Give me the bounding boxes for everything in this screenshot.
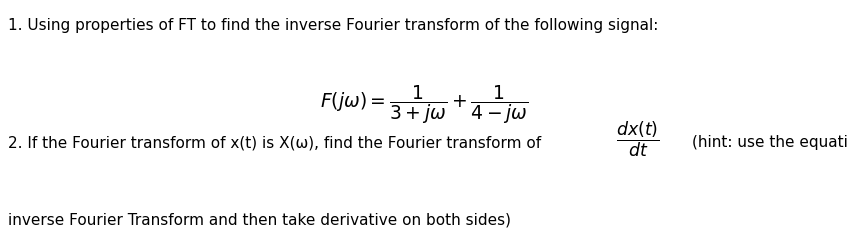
Text: $F(j\omega) = \dfrac{1}{3+j\omega} + \dfrac{1}{4-j\omega}$: $F(j\omega) = \dfrac{1}{3+j\omega} + \df… bbox=[320, 83, 528, 125]
Text: 1. Using properties of FT to find the inverse Fourier transform of the following: 1. Using properties of FT to find the in… bbox=[8, 18, 658, 33]
Text: 2. If the Fourier transform of x(t) is X(ω), find the Fourier transform of: 2. If the Fourier transform of x(t) is X… bbox=[8, 135, 541, 150]
Text: inverse Fourier Transform and then take derivative on both sides): inverse Fourier Transform and then take … bbox=[8, 212, 511, 227]
Text: (hint: use the equation for: (hint: use the equation for bbox=[692, 135, 848, 150]
Text: $\dfrac{dx(t)}{dt}$: $\dfrac{dx(t)}{dt}$ bbox=[616, 119, 660, 158]
